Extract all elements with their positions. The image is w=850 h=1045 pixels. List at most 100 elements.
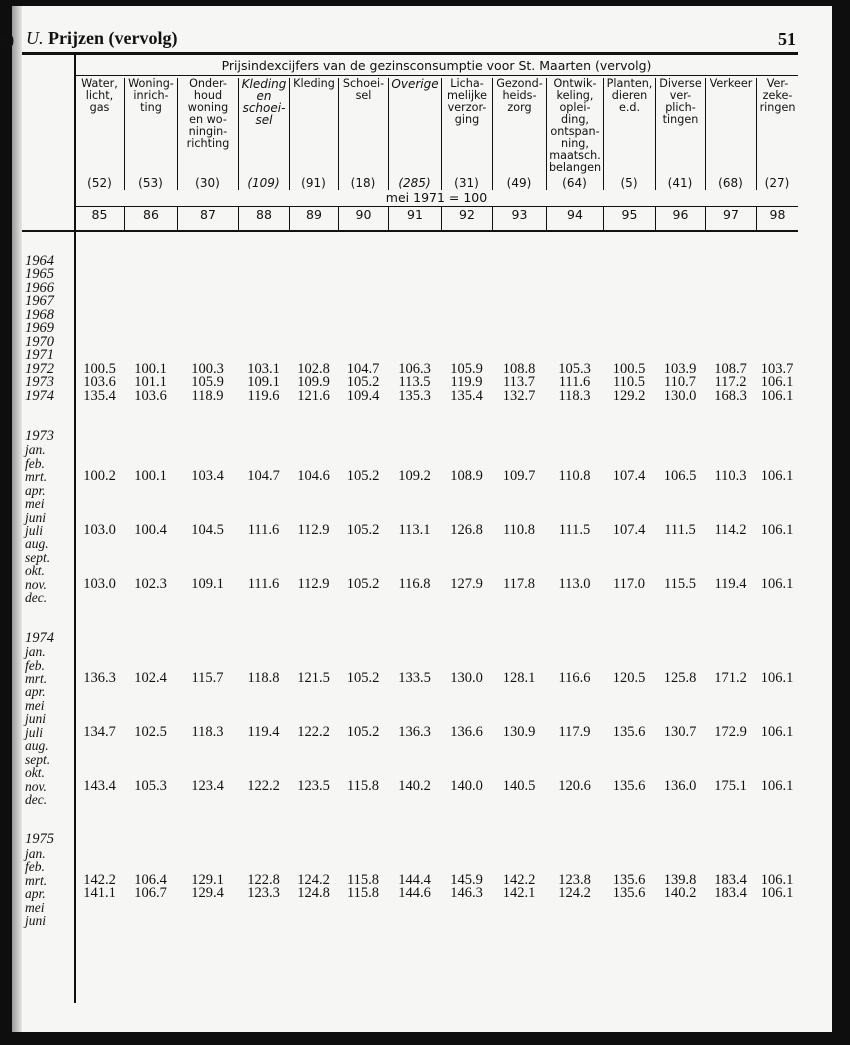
table-cell: 105.2 bbox=[346, 522, 380, 538]
row-label: juli bbox=[25, 523, 44, 538]
table-cell: 104.6 bbox=[297, 468, 330, 485]
table-cell: 109.4 bbox=[346, 387, 380, 404]
column-header: Diverse ver- plich- tingen bbox=[655, 78, 705, 190]
table-cell: 109.9 bbox=[297, 374, 330, 391]
row-label: feb. bbox=[25, 455, 45, 471]
table-cell: 100.3 bbox=[191, 360, 224, 377]
table-cell: 135.4 bbox=[450, 387, 483, 404]
table-cell: 121.5 bbox=[297, 669, 330, 686]
title-text: Prijzen (vervolg) bbox=[48, 28, 178, 48]
table-cell: 119.4 bbox=[714, 575, 747, 592]
table-cell: 141.1 bbox=[83, 885, 116, 902]
column-header: Ontwik- keling, oplei- ding, ontspan- ni… bbox=[546, 78, 603, 190]
row-label: dec. bbox=[25, 590, 48, 606]
table-cell: 126.8 bbox=[450, 522, 483, 538]
table-cell: 110.8 bbox=[502, 522, 536, 538]
table-cell: 183.4 bbox=[714, 885, 747, 902]
column-number: 89 bbox=[289, 207, 338, 231]
table-row: okt. bbox=[0, 564, 820, 578]
table-cell: 106.7 bbox=[134, 885, 167, 902]
row-label: apr. bbox=[25, 886, 46, 902]
table-cell: 109.1 bbox=[247, 374, 280, 391]
table-cell: 127.9 bbox=[450, 575, 483, 592]
table-cell: 105.9 bbox=[191, 374, 224, 391]
table-cell: 112.9 bbox=[297, 522, 330, 538]
table-cell: 123.8 bbox=[558, 871, 591, 888]
column-weight: (91) bbox=[301, 176, 326, 190]
row-label: sept. bbox=[25, 549, 51, 565]
column-weight: (31) bbox=[454, 176, 479, 190]
table-cell: 130.9 bbox=[502, 723, 536, 740]
table-cell: 140.2 bbox=[398, 777, 431, 794]
table-cell: 130.7 bbox=[663, 723, 697, 740]
row-label: mei bbox=[25, 496, 45, 512]
column-header: Kleding en schoei- sel bbox=[238, 78, 289, 190]
table-row: juni bbox=[0, 510, 820, 524]
column-weight: (18) bbox=[350, 176, 376, 190]
column-weight: (49) bbox=[506, 176, 532, 190]
table-cell: 108.8 bbox=[502, 360, 536, 377]
table-cell: 124.2 bbox=[558, 885, 591, 902]
table-row: 1969 bbox=[0, 320, 820, 337]
table-row bbox=[0, 605, 820, 618]
column-header: Woning- inrich- ting bbox=[124, 78, 177, 190]
table-cell: 142.2 bbox=[502, 871, 536, 888]
column-header: Onder- houd woning en wo- ningin- richti… bbox=[177, 78, 238, 190]
table-row: feb. bbox=[0, 860, 820, 874]
row-label: 1969 bbox=[25, 320, 54, 337]
column-number: 88 bbox=[238, 207, 289, 231]
table-row: mrt. 136.3 102.4 115.7 118.8 121.5 105.2 133.5 1… bbox=[0, 669, 820, 686]
row-label: apr. bbox=[25, 684, 46, 700]
row-label: mei bbox=[25, 899, 45, 915]
table-cell: 128.1 bbox=[502, 669, 536, 686]
table-cell: 115.5 bbox=[663, 575, 697, 592]
row-label: juni bbox=[25, 711, 47, 727]
table-row: mei bbox=[0, 899, 820, 915]
table-cell: 119.4 bbox=[247, 723, 280, 740]
column-header: Planten, dieren e.d. bbox=[603, 78, 655, 190]
table-cell: 105.3 bbox=[558, 360, 591, 377]
table-row: dec. bbox=[0, 590, 820, 606]
header-bottom-rule bbox=[22, 230, 798, 232]
table-row: sept. bbox=[0, 752, 820, 766]
row-label: 1964 bbox=[25, 253, 54, 269]
table-cell: 120.6 bbox=[558, 777, 591, 794]
table-cell: 112.9 bbox=[297, 575, 330, 592]
colnum-top-rule bbox=[75, 206, 798, 208]
table-cell: 106.4 bbox=[134, 871, 167, 888]
table-cell: 123.4 bbox=[191, 777, 224, 794]
previous-page-fragment: g) bbox=[0, 30, 15, 49]
column-header: Kleding bbox=[289, 78, 338, 190]
table-cell: 110.8 bbox=[558, 468, 591, 485]
table-cell: 136.6 bbox=[450, 723, 483, 740]
row-label: 1970 bbox=[25, 333, 54, 350]
column-weight: (52) bbox=[87, 176, 112, 190]
column-number: 95 bbox=[603, 207, 655, 231]
table-cell: 106.1 bbox=[760, 575, 794, 592]
table-cell: 116.8 bbox=[398, 575, 431, 592]
column-header: Overige bbox=[388, 78, 441, 190]
table-cell: 123.5 bbox=[297, 777, 330, 794]
table-row: aug. bbox=[0, 739, 820, 753]
table-cell: 124.2 bbox=[297, 871, 330, 888]
table-cell: 106.1 bbox=[760, 885, 794, 902]
row-label: jan. bbox=[25, 442, 46, 458]
table-cell: 118.8 bbox=[247, 669, 280, 686]
column-number: 86 bbox=[124, 207, 177, 231]
table-cell: 122.8 bbox=[247, 871, 280, 888]
table-row: 1968 bbox=[0, 307, 820, 322]
table-cell: 129.1 bbox=[191, 871, 224, 888]
table-cell: 105.2 bbox=[346, 374, 380, 391]
table-cell: 100.4 bbox=[134, 522, 167, 538]
table-cell: 136.0 bbox=[663, 777, 697, 794]
table-cell: 118.9 bbox=[191, 387, 224, 404]
table-cell: 104.7 bbox=[346, 360, 380, 377]
table-cell: 115.8 bbox=[346, 871, 380, 888]
table-cell: 117.2 bbox=[714, 374, 747, 391]
table-row: apr. bbox=[0, 483, 820, 497]
table-cell: 102.8 bbox=[297, 360, 330, 377]
column-header: Water, licht, gas bbox=[81, 77, 118, 114]
column-header: Gezond- heids- zorg bbox=[492, 78, 546, 190]
table-row: mrt. 100.2 100.1 103.4 104.7 104.6 105.2 109.2 1… bbox=[0, 468, 820, 485]
table-row: 1974 bbox=[0, 630, 820, 645]
